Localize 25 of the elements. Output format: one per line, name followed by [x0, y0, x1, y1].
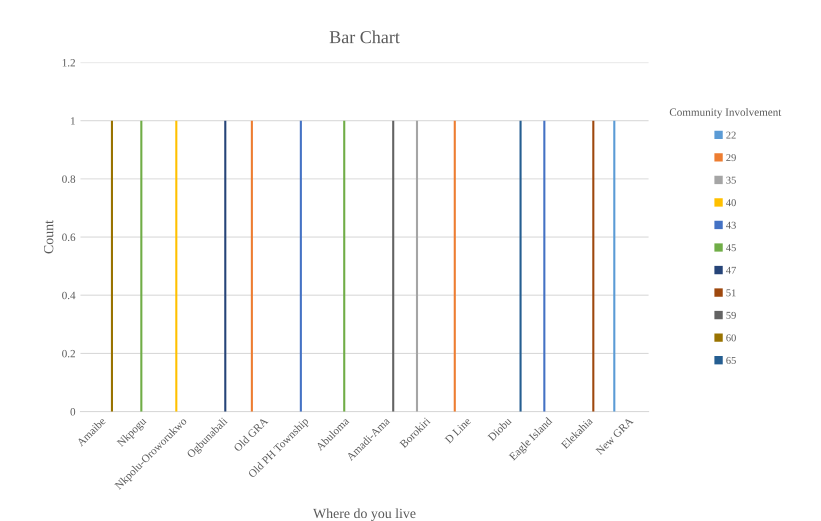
legend-label: 22 — [726, 132, 736, 138]
legend-label: 45 — [726, 244, 736, 252]
x-tick-label: Old GRA — [233, 416, 269, 452]
legend-label: 43 — [726, 222, 736, 229]
y-tick-label: 0.2 — [62, 350, 75, 358]
y-tick-label: 1 — [71, 117, 75, 125]
x-axis-title: Where do you live — [313, 508, 416, 521]
legend-label: 47 — [726, 266, 736, 274]
y-tick-label: 0.6 — [62, 234, 76, 242]
legend-label: 65 — [726, 356, 736, 364]
y-tick-label: 0.4 — [62, 292, 76, 300]
legend-label: 60 — [726, 334, 736, 342]
y-axis-title: Count — [44, 220, 54, 254]
x-tick-label: D Line — [444, 416, 472, 444]
legend-label: 29 — [726, 154, 736, 162]
legend-label: 40 — [726, 199, 736, 206]
y-tick-label: 1.2 — [62, 59, 75, 67]
y-tick-label: 0 — [70, 408, 76, 416]
y-tick-label: 0.8 — [62, 175, 76, 183]
legend-title: Community Involvement — [670, 108, 782, 118]
legend-label: 59 — [726, 312, 736, 319]
legend-label: 35 — [726, 176, 736, 184]
x-tick-label: New GRA — [595, 416, 634, 456]
legend-label: 51 — [726, 289, 736, 296]
chart-title: Bar Chart — [330, 30, 400, 44]
